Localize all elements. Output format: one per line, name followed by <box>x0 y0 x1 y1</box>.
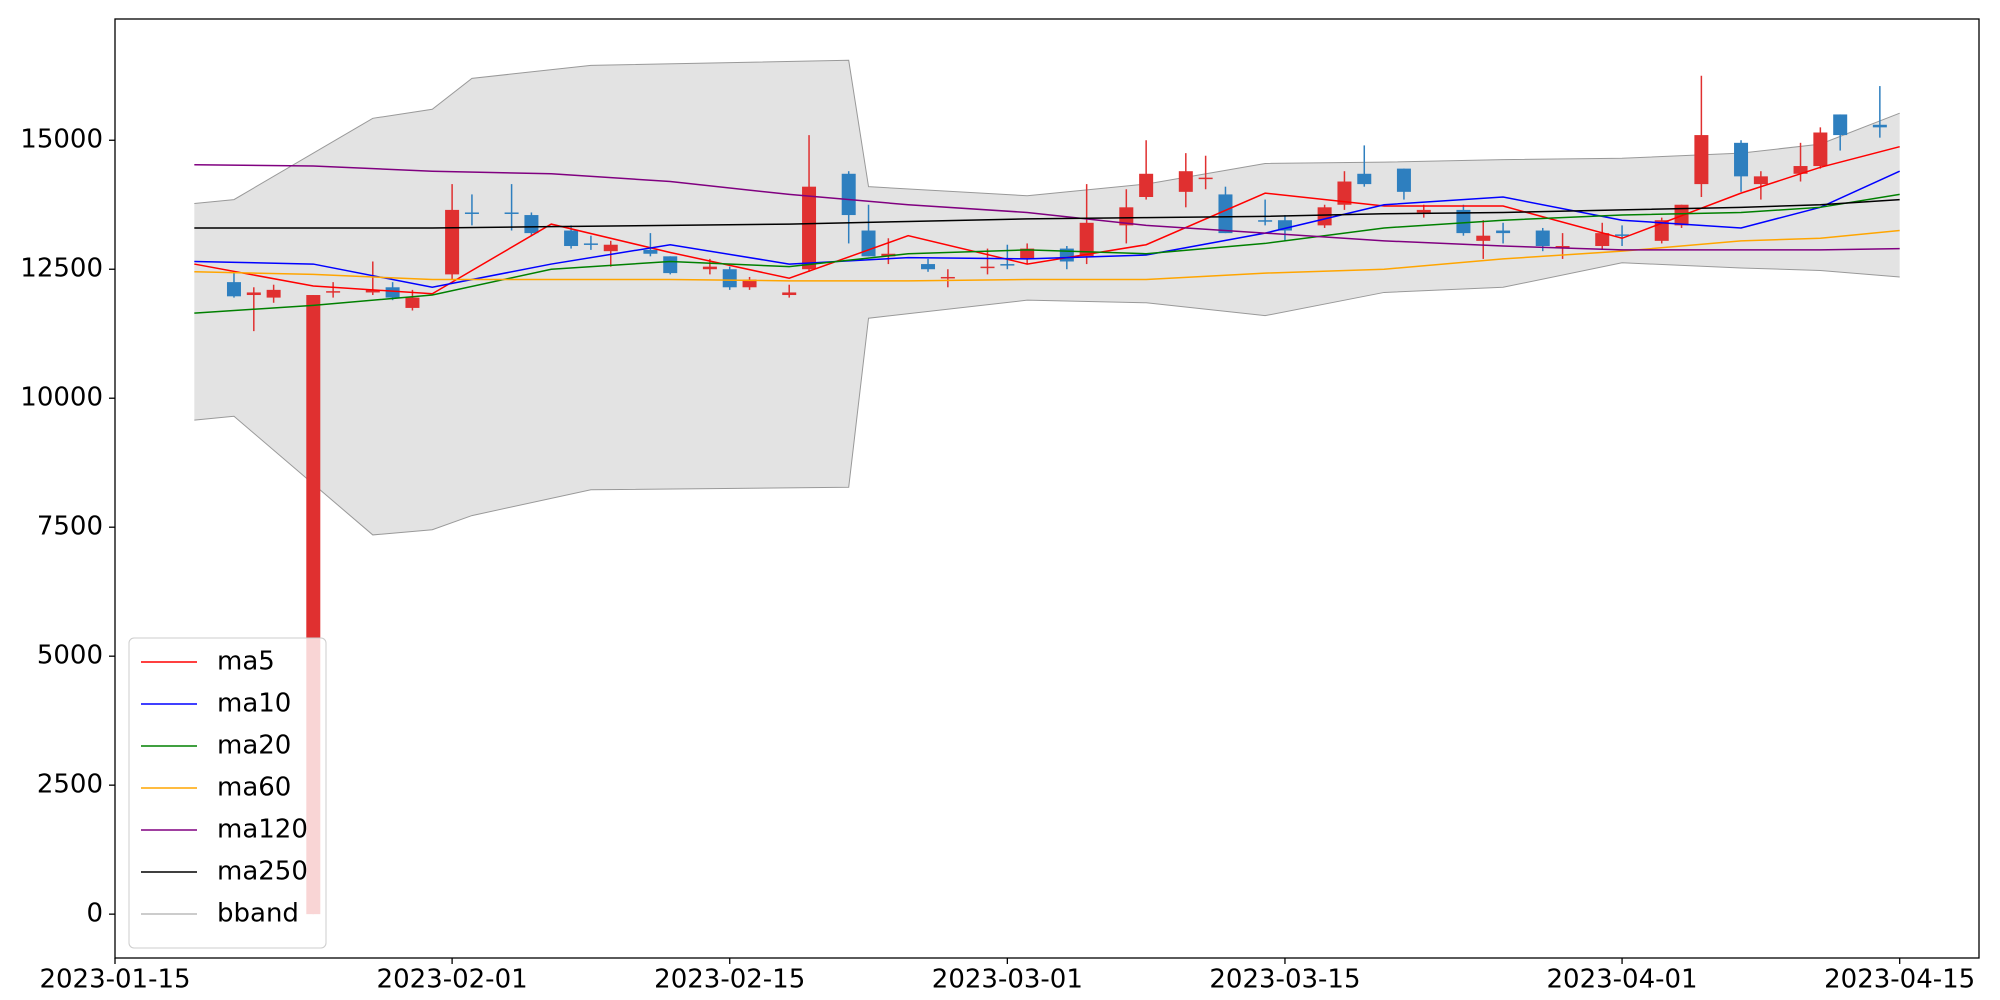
candle-body <box>1813 132 1828 167</box>
candle-body <box>365 289 380 293</box>
y-tick-label: 12500 <box>20 254 103 284</box>
candle-body <box>1277 220 1292 231</box>
candle-body <box>1872 124 1887 128</box>
ma-line <box>194 193 1900 314</box>
candle-body <box>385 287 400 298</box>
candle-body <box>1595 233 1610 247</box>
bband-upper <box>194 59 1900 204</box>
legend-label: ma250 <box>217 857 308 887</box>
candle-body <box>841 173 856 216</box>
y-tick-label: 7500 <box>37 512 103 542</box>
candle-body <box>1615 234 1630 236</box>
x-tick-label: 2023-04-15 <box>1824 965 1975 995</box>
candle-body <box>1337 181 1352 205</box>
candle-body <box>1079 222 1094 257</box>
candle-body <box>226 282 241 297</box>
candle-body <box>861 230 876 257</box>
candle-body <box>1833 114 1848 136</box>
candle-body <box>921 264 936 270</box>
candle-body <box>603 244 618 252</box>
x-tick-label: 2023-03-01 <box>932 965 1083 995</box>
x-tick-label: 2023-04-01 <box>1547 965 1698 995</box>
candle-body <box>663 256 678 274</box>
legend-label: bband <box>217 899 299 929</box>
candle-body <box>1753 176 1768 185</box>
candle-body <box>1198 177 1213 180</box>
candle-body <box>1317 207 1332 226</box>
candle-body <box>1496 230 1511 234</box>
candle-body <box>1119 207 1134 226</box>
candle-body <box>1396 168 1411 192</box>
candle-body <box>326 291 341 293</box>
y-tick-label: 2500 <box>37 770 103 800</box>
candle-body <box>782 292 797 296</box>
candle-body <box>464 212 479 214</box>
candle-body <box>1020 248 1035 259</box>
candle-body <box>802 186 817 270</box>
candle-body <box>722 269 737 288</box>
candle-body <box>246 292 261 296</box>
candle-body <box>1734 142 1749 177</box>
candle-body <box>1258 220 1273 222</box>
candle-body <box>266 289 281 298</box>
candle-body <box>1654 220 1669 241</box>
x-tick-label: 2023-03-15 <box>1209 965 1360 995</box>
y-tick-label: 10000 <box>20 383 103 413</box>
x-tick-label: 2023-02-01 <box>377 965 528 995</box>
legend-label: ma5 <box>217 647 275 677</box>
ma-line <box>194 198 1900 229</box>
legend-label: ma10 <box>217 689 291 719</box>
legend-label: ma120 <box>217 815 308 845</box>
candle-body <box>1000 264 1015 266</box>
candle-body <box>940 276 955 279</box>
x-tick-label: 2023-02-15 <box>654 965 805 995</box>
y-tick-label: 5000 <box>37 641 103 671</box>
legend-label: ma60 <box>217 773 291 803</box>
candle-body <box>564 230 579 247</box>
candle-body <box>1357 173 1372 185</box>
y-tick-label: 0 <box>86 899 103 929</box>
candle-body <box>1476 235 1491 241</box>
candle-body <box>1416 209 1431 213</box>
y-tick-label: 15000 <box>20 125 103 155</box>
candle-body <box>1555 246 1570 248</box>
ma-line <box>194 170 1900 289</box>
ma-line <box>194 145 1900 295</box>
candle-body <box>445 209 460 275</box>
candle-body <box>524 215 539 234</box>
candle-body <box>405 297 420 308</box>
candle-body <box>1218 194 1233 234</box>
candle-body <box>1793 166 1808 174</box>
candle-body <box>583 243 598 245</box>
candle-body <box>980 266 995 269</box>
candle-body <box>1694 135 1709 185</box>
legend-box <box>128 637 327 949</box>
plot-frame <box>114 18 1980 959</box>
bband-lower <box>194 262 1900 536</box>
legend-label: ma20 <box>217 731 291 761</box>
candle-body <box>504 212 519 214</box>
ma-line <box>194 229 1900 282</box>
candle-body <box>1178 171 1193 192</box>
candle-body <box>742 279 757 288</box>
candle-body <box>643 249 658 254</box>
candle-body <box>881 253 896 257</box>
candle-body <box>1139 173 1154 197</box>
candle-body <box>702 266 717 270</box>
candle-body <box>1535 230 1550 247</box>
candle-body <box>1456 209 1471 234</box>
x-tick-label: 2023-01-15 <box>39 965 190 995</box>
